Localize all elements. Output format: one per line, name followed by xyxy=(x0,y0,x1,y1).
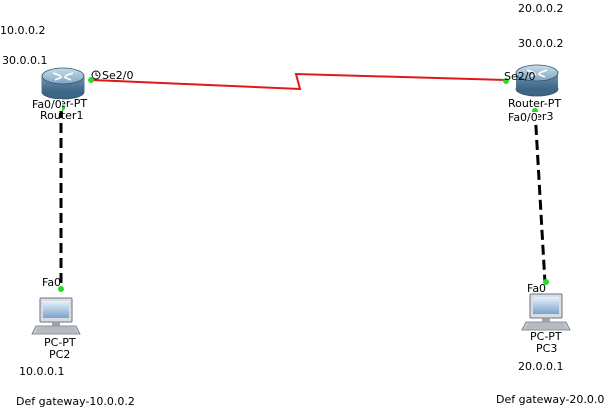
pc2-model-label: PC-PT xyxy=(44,336,76,349)
port-status-r3-se xyxy=(503,78,509,84)
port-status-r1-se xyxy=(88,77,94,83)
pc3-name-label[interactable]: PC3 xyxy=(536,342,558,355)
router1-se-ip-label: 30.0.0.1 xyxy=(2,54,48,67)
pc3-model-label: PC-PT xyxy=(530,330,562,343)
pc2-name-label[interactable]: PC2 xyxy=(49,348,71,361)
router-icon[interactable] xyxy=(515,64,559,97)
pc3-gateway-label: Def gateway-20.0.0.2 xyxy=(496,393,605,406)
pc-icon[interactable] xyxy=(31,297,81,335)
router1-fa-port-label: Fa0/0 xyxy=(32,98,62,111)
router1-fa-ip-label: 10.0.0.2 xyxy=(0,24,46,37)
router3-se-port-label: Se2/0 xyxy=(504,70,536,83)
router3-fa-ip-label: 20.0.0.2 xyxy=(518,2,564,15)
router3-model-label: Router-PT xyxy=(508,97,562,110)
pc-icon[interactable] xyxy=(521,293,571,331)
pc2-ip-label: 10.0.0.1 xyxy=(19,365,65,378)
pc3-port-label: Fa0 xyxy=(527,282,547,295)
pc2-port-label: Fa0 xyxy=(42,276,62,289)
router1-se-port-label: Se2/0 xyxy=(102,69,134,82)
pc3-ip-label: 20.0.0.1 xyxy=(518,360,564,373)
clock-icon xyxy=(91,70,101,80)
router-icon[interactable] xyxy=(41,67,85,100)
ethernet-link-r3-pc3[interactable] xyxy=(533,109,547,284)
port-status-pc2 xyxy=(58,286,64,292)
router3-se-ip-label: 30.0.0.2 xyxy=(518,37,564,50)
port-status-pc3 xyxy=(543,279,549,285)
pc2-gateway-label: Def gateway-10.0.0.2 xyxy=(16,395,135,408)
router3-fa-port-label: Fa0/0 xyxy=(508,111,538,124)
serial-link[interactable] xyxy=(91,72,507,91)
router1-name-label[interactable]: Router1 xyxy=(40,109,84,122)
